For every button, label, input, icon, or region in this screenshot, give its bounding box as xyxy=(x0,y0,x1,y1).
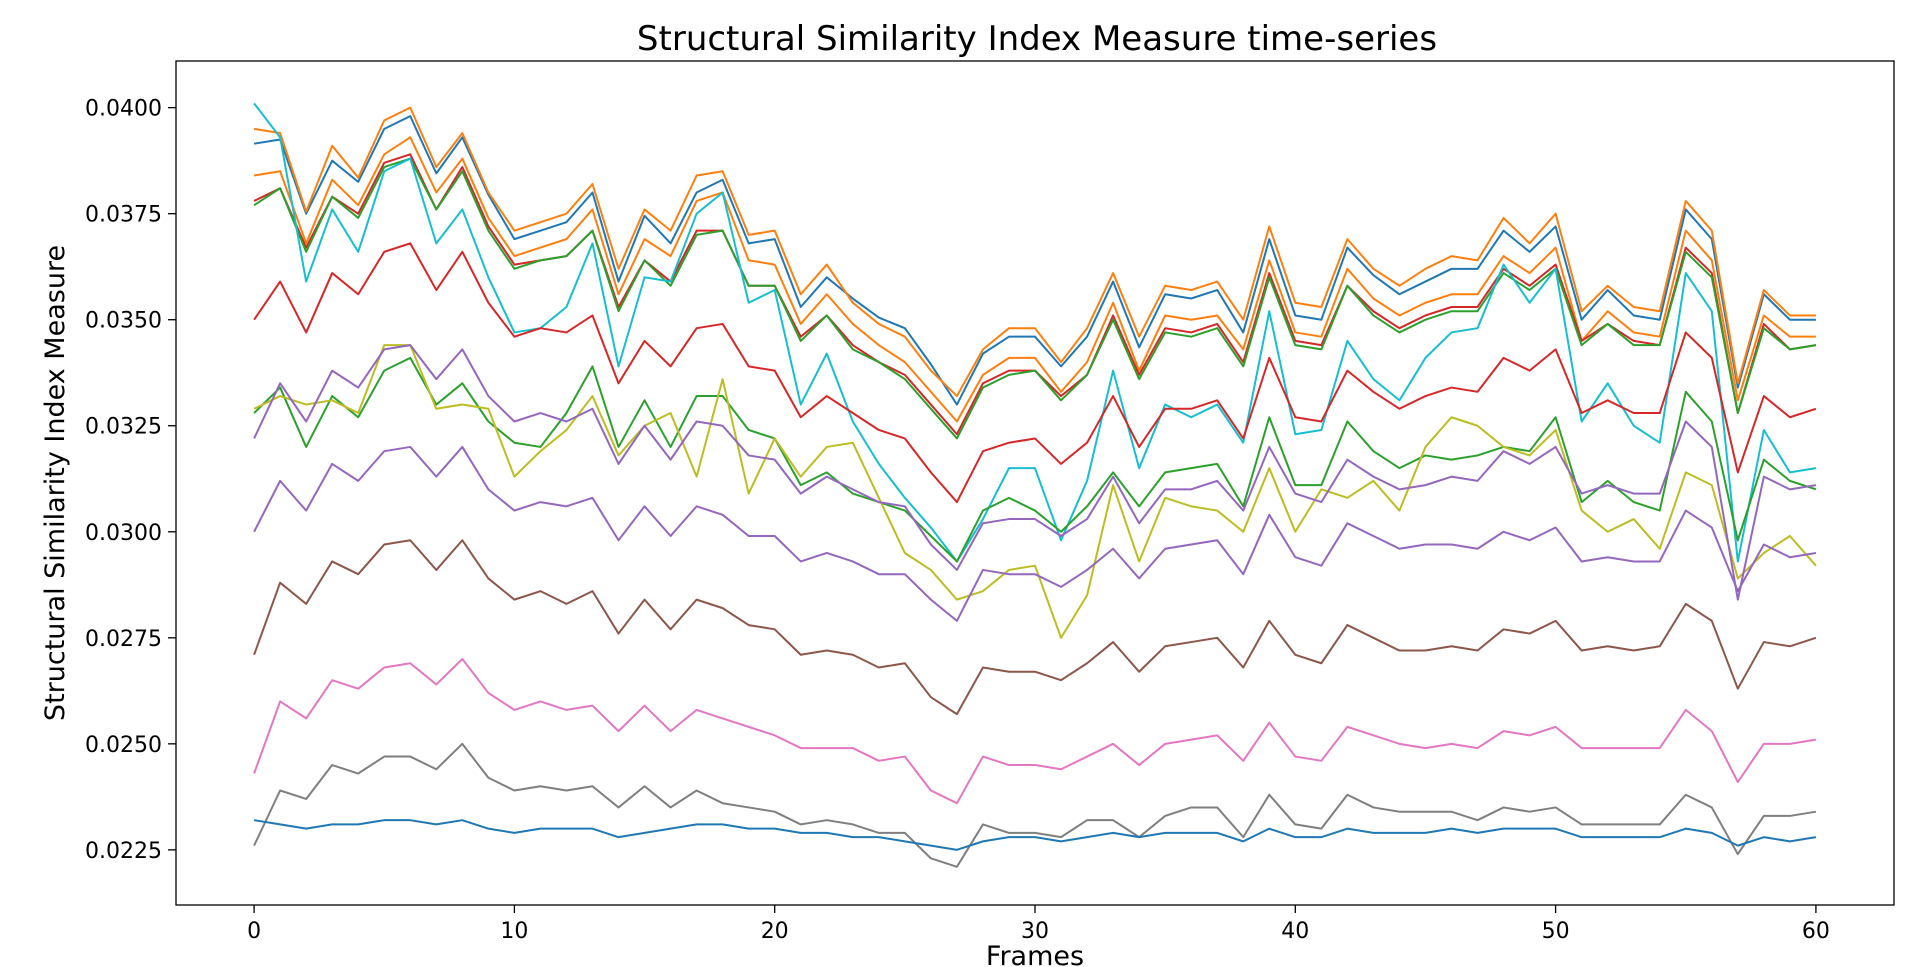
series-line-11 xyxy=(253,445,1817,622)
x-tick-label: 40 xyxy=(1281,919,1309,944)
series-line-6 xyxy=(253,102,1817,563)
series-line-12 xyxy=(253,539,1817,716)
series-line-2 xyxy=(253,106,1816,398)
y-tick-label: 0.0325 xyxy=(85,415,162,440)
x-tick-label: 50 xyxy=(1542,919,1570,944)
x-tick-label: 0 xyxy=(247,919,261,944)
plot-lines xyxy=(253,102,1817,868)
series-line-1 xyxy=(253,115,1816,406)
series-line-7 xyxy=(253,242,1817,504)
x-tick-label: 30 xyxy=(1021,919,1049,944)
chart-title: Structural Similarity Index Measure time… xyxy=(637,19,1437,59)
series-line-14 xyxy=(253,742,1817,868)
series-line-13 xyxy=(253,658,1817,805)
y-tick-label: 0.0400 xyxy=(85,97,162,122)
series-line-3 xyxy=(253,136,1816,423)
series-line-10 xyxy=(253,344,1817,601)
y-tick-label: 0.0375 xyxy=(85,203,162,228)
x-tick-label: 10 xyxy=(500,919,528,944)
x-tick-label: 60 xyxy=(1802,919,1830,944)
y-tick-label: 0.0300 xyxy=(85,521,162,546)
y-tick-label: 0.0250 xyxy=(85,733,162,758)
y-tick-label: 0.0275 xyxy=(85,627,162,652)
y-axis-label: Structural Similarity Index Measure xyxy=(40,245,71,721)
x-tick-label: 20 xyxy=(761,919,789,944)
y-tick-label: 0.0350 xyxy=(85,309,162,334)
series-line-15 xyxy=(253,819,1817,851)
series-line-8 xyxy=(253,356,1817,563)
x-axis-label: Frames xyxy=(986,941,1084,967)
x-axis: 0 10 20 30 40 50 60 xyxy=(247,905,1830,944)
y-axis: 0.0225 0.0250 0.0275 0.0300 0.0325 0.0350 0.03… xyxy=(85,97,176,864)
series-line-9 xyxy=(253,344,1817,639)
y-tick-label: 0.0225 xyxy=(85,839,162,864)
